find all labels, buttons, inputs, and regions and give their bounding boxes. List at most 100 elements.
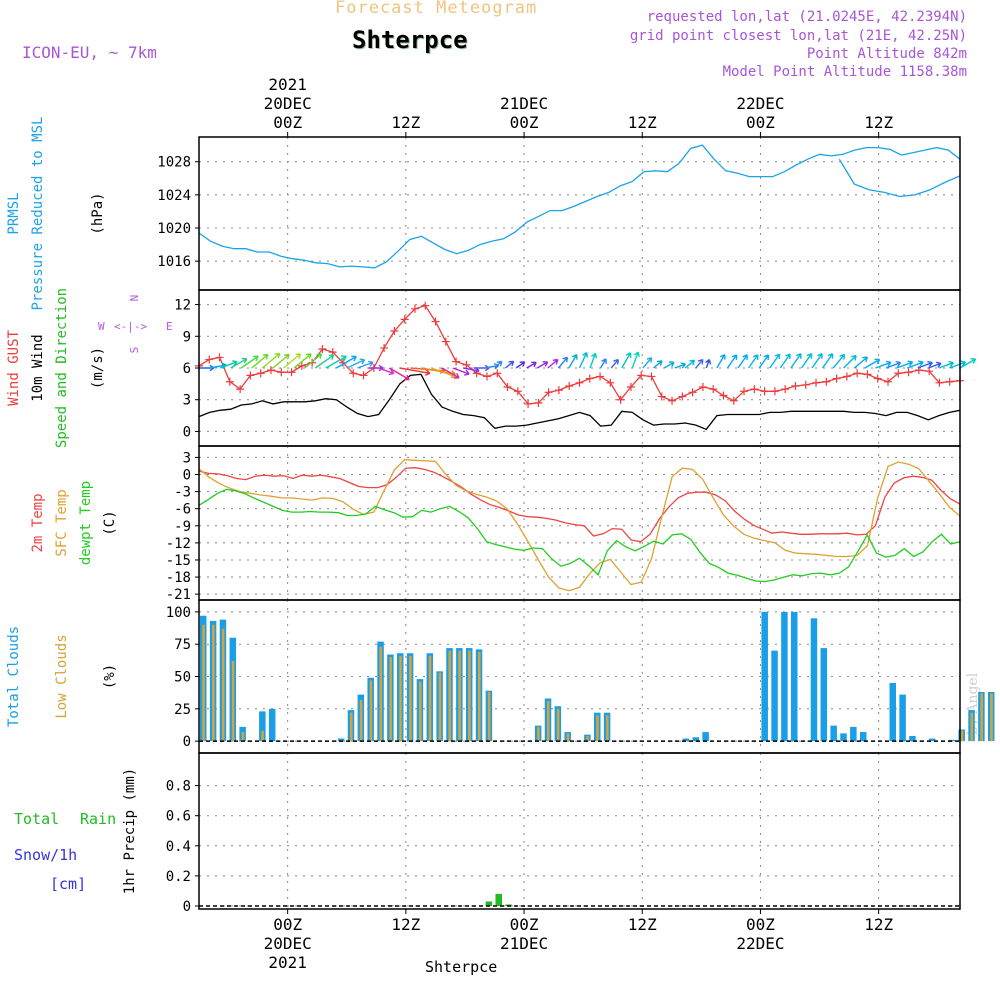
gust-marker [935, 378, 944, 387]
gust-marker [801, 380, 810, 389]
total-cloud-bar [268, 708, 276, 742]
total-cloud-bar [810, 618, 818, 742]
gust-marker [770, 387, 779, 396]
gust-marker [853, 369, 862, 378]
series-line-pressure [198, 144, 961, 269]
time-label-top: 12Z [628, 113, 657, 132]
wind-arrow [526, 361, 537, 369]
gust-marker [791, 381, 800, 390]
y-tick-label: 0 [183, 468, 191, 484]
gust-marker [616, 395, 625, 404]
total-cloud-bar [337, 738, 345, 742]
wind-arrow [800, 353, 813, 369]
time-label-top: 12Z [864, 113, 893, 132]
y-tick-label: 0 [183, 424, 191, 440]
y-tick-label: 1028 [157, 155, 191, 171]
gust-marker [359, 371, 368, 380]
y-tick-label: 0.4 [166, 839, 191, 855]
compass-e: E [166, 320, 173, 333]
panel-axis-label: Total Clouds [6, 626, 22, 727]
wind-arrow [599, 358, 607, 369]
gust-marker [719, 391, 728, 400]
gust-marker [482, 372, 491, 381]
wind-arrow [737, 354, 748, 369]
gust-marker [904, 368, 913, 377]
low-cloud-bar [458, 650, 461, 742]
wind-arrow [557, 356, 569, 369]
gust-marker [554, 386, 563, 395]
wind-arrow [441, 367, 460, 379]
total-cloud-bar [850, 726, 857, 742]
total-cloud-bar [840, 733, 847, 742]
wind-arrow [928, 361, 942, 369]
gust-marker [812, 378, 821, 387]
time-label-bottom: 20DEC [264, 934, 312, 953]
y-tick-label: 0.6 [166, 809, 191, 825]
y-tick-label: -15 [166, 553, 191, 569]
wind-arrow [906, 360, 924, 369]
panel-axis-label: Wind GUST [6, 330, 22, 406]
gust-marker [493, 369, 502, 378]
gust-marker [205, 355, 214, 364]
low-cloud-bar [428, 655, 432, 742]
panel-axis-label: Pressure Reduced to MSL [30, 117, 46, 311]
wind-arrow [885, 360, 902, 369]
gust-marker [410, 304, 419, 313]
gust-marker [832, 374, 841, 383]
wind-arrow [547, 358, 559, 369]
total-cloud-bar [928, 738, 936, 742]
gust-marker [452, 357, 461, 366]
gust-marker [400, 315, 409, 324]
gust-marker [277, 368, 286, 377]
precip-snow-label: Snow/1h [14, 846, 77, 864]
gust-marker [534, 398, 543, 407]
panel-axis-label: (%) [102, 664, 118, 689]
time-label-top: 22DEC [736, 94, 784, 113]
y-tick-label: 0.2 [166, 869, 191, 885]
y-tick-label: 1020 [157, 221, 191, 237]
series-line-dewpt [198, 488, 961, 583]
time-label-top: 12Z [391, 113, 420, 132]
time-label-top: 21DEC [500, 94, 548, 113]
time-label-bottom: 22DEC [736, 934, 784, 953]
wind-arrow [896, 360, 914, 369]
time-label-top: 20DEC [264, 94, 312, 113]
low-cloud-bar [960, 730, 964, 742]
panel-wind: 0 3 6 9 12 Wind GUST 10m Wind Speed and Directi… [6, 288, 977, 448]
series-line-pressure [838, 158, 961, 198]
gust-marker [565, 381, 574, 390]
total-cloud-bar [259, 711, 266, 742]
gust-marker [822, 377, 831, 386]
low-cloud-bar [261, 730, 264, 742]
total-cloud-bar [820, 648, 828, 742]
y-tick-label: 3 [183, 393, 191, 409]
wind-arrow [230, 357, 248, 369]
y-tick-label: 12 [174, 298, 191, 314]
gust-marker [390, 327, 399, 335]
gust-marker [750, 385, 759, 394]
gust-marker [225, 377, 234, 386]
y-tick-label: -12 [166, 536, 191, 552]
gust-marker [894, 369, 903, 378]
wind-arrow [758, 354, 770, 369]
gust-marker [606, 378, 615, 387]
rain-bar [495, 893, 502, 906]
total-cloud-bar [771, 650, 778, 742]
low-cloud-bar [379, 646, 383, 742]
time-label-top: 2021 [268, 75, 307, 94]
compass-arrows: <-|-> [114, 320, 147, 333]
precip-cm-label: [cm] [50, 875, 86, 893]
wind-arrow [769, 353, 781, 369]
wind-arrow [790, 353, 802, 369]
wind-arrow [864, 358, 881, 369]
time-label-bottom: 12Z [628, 915, 657, 934]
y-tick-label: 3 [183, 450, 191, 466]
gust-marker [647, 372, 656, 381]
grid-point: grid point closest lon,lat (21E, 42.25N) [629, 28, 967, 44]
gust-marker [884, 377, 893, 386]
panel-frame [198, 445, 961, 601]
wind-arrow [853, 356, 868, 369]
low-cloud-bar [231, 660, 235, 742]
total-cloud-bar [899, 694, 906, 742]
